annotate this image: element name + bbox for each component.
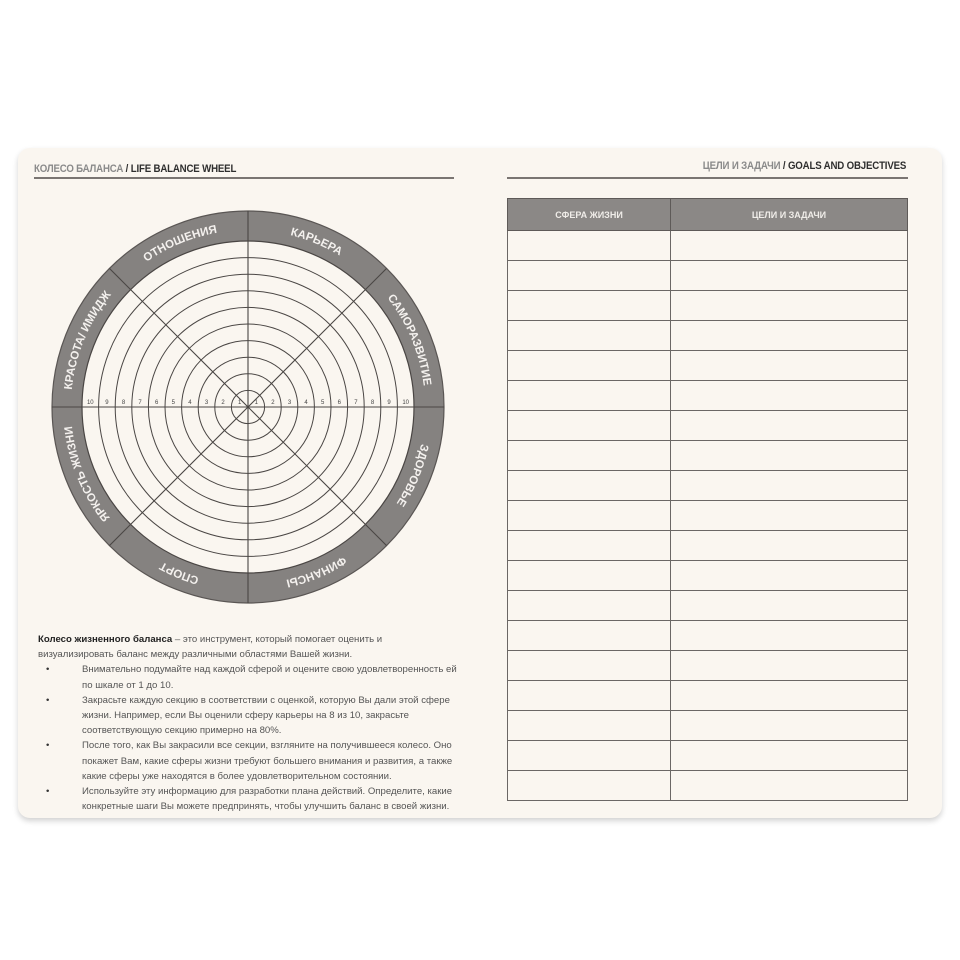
scale-number: 10 [402,400,409,406]
life-area-cell[interactable] [507,530,671,561]
table-row [507,290,908,321]
goals-cell[interactable] [670,740,908,771]
table-row [507,410,908,441]
goals-cell[interactable] [670,290,908,321]
life-area-cell[interactable] [507,650,671,681]
scale-number: 4 [188,400,192,406]
table-row [507,770,908,801]
header-divider [507,177,908,179]
life-area-cell[interactable] [507,320,671,351]
table-row [507,650,908,681]
header-divider [34,177,454,179]
goals-cell[interactable] [670,710,908,741]
scale-number: 2 [221,400,225,406]
life-area-cell[interactable] [507,290,671,321]
scale-number: 2 [271,400,275,406]
sector-divider [109,268,249,408]
instruction-item: После того, как Вы закрасили все секции,… [38,738,458,784]
life-area-cell[interactable] [507,260,671,291]
life-area-cell[interactable] [507,500,671,531]
life-area-cell[interactable] [507,380,671,411]
scale-number: 7 [138,400,142,406]
goals-cell[interactable] [670,440,908,471]
goals-cell[interactable] [670,320,908,351]
table-row [507,680,908,711]
goals-cell[interactable] [670,620,908,651]
table-row [507,230,908,261]
goals-cell[interactable] [670,500,908,531]
life-balance-wheel: КАРЬЕРАСАМОРАЗВИТИЕЗДОРОВЬЕФИНАНСЫСПОРТЯ… [51,210,445,604]
life-area-cell[interactable] [507,710,671,741]
goals-cell[interactable] [670,350,908,381]
table-row [507,440,908,471]
table-row [507,560,908,591]
sector-divider [247,406,387,546]
life-area-cell[interactable] [507,680,671,711]
table-row [507,530,908,561]
left-page-header: КОЛЕСО БАЛАНСА / LIFE BALANCE WHEEL [34,163,237,175]
scale-number: 5 [172,400,176,406]
goals-table: СФЕРА ЖИЗНИ ЦЕЛИ И ЗАДАЧИ [507,198,908,801]
scale-number: 1 [255,400,259,406]
right-page-header: ЦЕЛИ И ЗАДАЧИ / GOALS AND OBJECTIVES [702,160,907,172]
table-row [507,620,908,651]
column-header-goals: ЦЕЛИ И ЗАДАЧИ [670,198,908,231]
life-area-cell[interactable] [507,560,671,591]
scale-number: 9 [105,400,109,406]
column-header-life-area: СФЕРА ЖИЗНИ [507,198,671,231]
sector-divider [109,406,249,546]
scale-number: 6 [338,400,342,406]
life-area-cell[interactable] [507,440,671,471]
table-row [507,350,908,381]
instruction-item: Закрасьте каждую секцию в соответствии с… [38,693,458,739]
life-area-cell[interactable] [507,590,671,621]
scale-number: 7 [354,400,358,406]
life-area-cell[interactable] [507,740,671,771]
goals-cell[interactable] [670,410,908,441]
scale-number: 10 [87,400,94,406]
goals-cell[interactable] [670,230,908,261]
goals-cell[interactable] [670,560,908,591]
scale-number: 8 [122,400,126,406]
goals-cell[interactable] [670,770,908,801]
scale-number: 8 [371,400,375,406]
scale-number: 9 [387,400,391,406]
life-area-cell[interactable] [507,770,671,801]
instruction-item: Используйте эту информацию для разработк… [38,784,458,814]
goals-cell[interactable] [670,530,908,561]
scale-number: 4 [304,400,308,406]
table-row [507,320,908,351]
life-area-cell[interactable] [507,350,671,381]
table-row [507,500,908,531]
goals-cell[interactable] [670,680,908,711]
table-row [507,470,908,501]
scale-number: 3 [205,400,209,406]
goals-cell[interactable] [670,470,908,501]
goals-cell[interactable] [670,650,908,681]
instruction-item: Внимательно подумайте над каждой сферой … [38,662,458,692]
goals-cell[interactable] [670,590,908,621]
life-area-cell[interactable] [507,230,671,261]
sector-divider [247,268,387,408]
scale-number: 5 [321,400,325,406]
life-area-cell[interactable] [507,620,671,651]
table-row [507,590,908,621]
wheel-description: Колесо жизненного баланса – это инструме… [38,632,458,814]
instruction-list: Внимательно подумайте над каждой сферой … [38,662,458,814]
goals-cell[interactable] [670,260,908,291]
table-row [507,380,908,411]
life-area-cell[interactable] [507,470,671,501]
table-row [507,260,908,291]
scale-number: 6 [155,400,159,406]
scale-number: 1 [238,400,242,406]
table-row [507,740,908,771]
goals-cell[interactable] [670,380,908,411]
life-area-cell[interactable] [507,410,671,441]
scale-number: 3 [288,400,292,406]
table-row [507,710,908,741]
